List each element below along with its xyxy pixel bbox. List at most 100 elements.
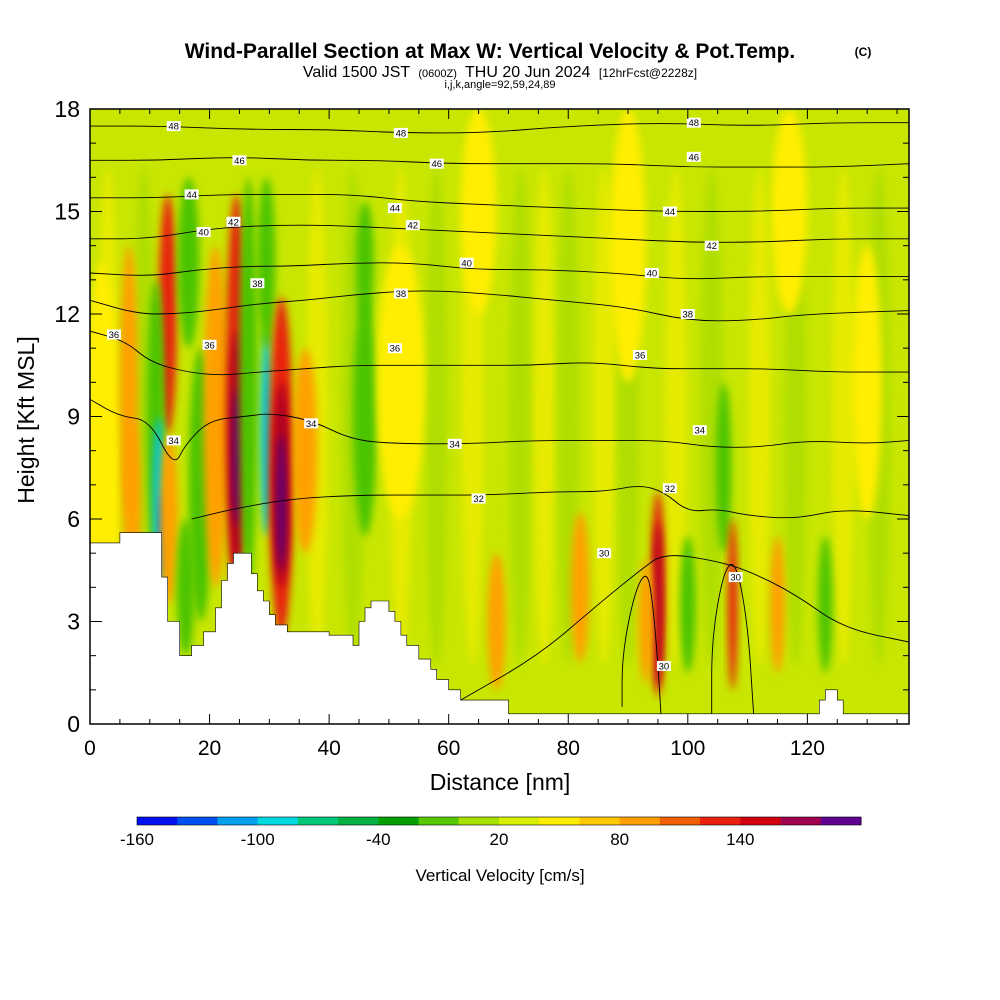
colorbar-swatch [740,817,782,825]
isentrope-label-text: 44 [186,190,197,201]
isentrope-label-box [106,329,121,340]
isentrope-label-38: 38 [393,288,408,300]
isentrope-label-text: 40 [198,228,209,239]
colorbar-swatch [217,817,259,825]
colorbar-tick-label: 80 [610,830,629,849]
isentrope-label-text: 38 [252,279,263,290]
colorbar-swatch [619,817,661,825]
velocity-cell-yellow [376,245,425,519]
isentrope-label-text: 32 [473,494,484,505]
isentrope-label-box [387,203,402,214]
isentrope-labels: 48 48 48 46 46 46 44 44 44 42 42 42 40 40 40 38 38 38 36 36… [106,117,743,672]
velocity-cell-green [176,519,195,656]
isentrope-40 [90,262,909,280]
isentrope-label-36: 36 [202,339,217,351]
colorbar-tick-label: -100 [241,830,275,849]
isentrope-label-34: 34 [447,438,462,450]
colorbar-swatch [659,817,701,825]
isentrope-label-box [471,493,486,504]
isentrope-label-text: 44 [390,204,401,215]
isentrope-label-text: 30 [659,661,670,672]
isentrope-36 [90,330,909,376]
isentrope-label-text: 42 [408,221,419,232]
isentrope-label-box [196,227,211,237]
colorbar-swatch [499,817,540,825]
colorbar-swatch [820,817,862,825]
isentrope-label-box [680,309,695,319]
velocity-cell-orange [770,536,785,673]
isentrope-label-30: 30 [728,572,743,584]
isentrope-label-box [226,216,241,227]
background-streak [664,166,687,667]
velocity-cell-green [239,177,258,588]
isentrope-label-box [232,155,247,166]
background-streak [700,166,723,667]
isentrope-label-text: 46 [688,152,699,163]
isentrope-label-box [644,268,659,278]
colorbar-tick-label: -160 [120,830,154,849]
isentrope-label-text: 36 [635,351,646,362]
isentrope-label-42: 42 [405,220,420,232]
colorbar-swatch [700,817,741,825]
isentrope-34 [90,399,909,461]
isentrope-label-box [632,350,647,360]
isentrope-label-text: 40 [647,269,658,280]
isentrope-label-42: 42 [704,240,719,252]
isentrope-label-text: 40 [461,258,472,269]
y-tick-label: 9 [67,404,80,430]
isentrope-30 [621,575,662,714]
y-tick-label: 15 [54,199,80,225]
plot-area: 48 48 48 46 46 46 44 44 44 42 42 42 40 40 40 38 38 38 36 36… [90,109,909,724]
velocity-cell-orange [203,245,228,588]
isentrope-label-text: 44 [665,207,676,218]
isentrope-label-34: 34 [166,435,181,447]
velocity-cell-yellow [610,109,646,383]
velocity-cell-cyan [260,331,273,537]
background-streak [832,166,855,667]
isentrope-label-box [686,117,701,128]
isentrope-label-box [662,206,677,217]
isentrope-label-box [728,572,743,583]
background-streak [509,166,532,667]
isentrope-label-40: 40 [644,268,659,280]
isentrope-42 [90,224,909,243]
colorbar-swatch [297,817,339,825]
terrain-mask [90,532,909,724]
subtitle-date: THU 20 Jun 2024 [465,64,591,81]
isentrope-30 [460,555,909,701]
velocity-cell-orange [571,512,590,663]
background-streak [593,166,616,667]
isentrope-label-44: 44 [387,203,402,215]
isentrope-label-30: 30 [597,548,612,560]
x-tick-label: 40 [317,737,340,760]
velocity-cell-orange [487,553,506,690]
isentrope-label-32: 32 [662,483,677,495]
isentrope-label-box [405,220,420,231]
subtitle-zulu: (0600Z) [418,68,457,80]
velocity-cell-orange [293,348,318,554]
copyright-mark: (C) [855,45,872,59]
isentrope-label-text: 34 [306,419,317,430]
velocity-cell-purple [232,389,241,526]
isentrope-label-text: 30 [599,549,610,560]
colorbar-tick-label: 20 [490,830,509,849]
isentrope-label-box [692,425,707,436]
isentrope-label-36: 36 [106,329,121,341]
isentrope-label-44: 44 [662,206,677,218]
isentrope-label-box [393,127,408,138]
background-streak [306,166,329,667]
velocity-cell-orange [638,560,654,683]
y-tick-label: 3 [67,609,80,635]
y-tick-label: 12 [54,301,80,327]
isentrope-label-box [597,548,612,559]
x-tick-label: 120 [790,737,825,760]
isentrope-label-text: 48 [168,122,179,133]
velocity-cell-green [257,177,276,349]
isentrope-label-box [447,438,462,449]
isentrope-label-44: 44 [184,189,199,201]
isentrope-label-text: 30 [730,573,741,584]
isentrope-label-box [656,660,671,671]
isentrope-label-42: 42 [226,216,241,228]
y-axis-label: Height [Kft MSL] [13,336,39,503]
